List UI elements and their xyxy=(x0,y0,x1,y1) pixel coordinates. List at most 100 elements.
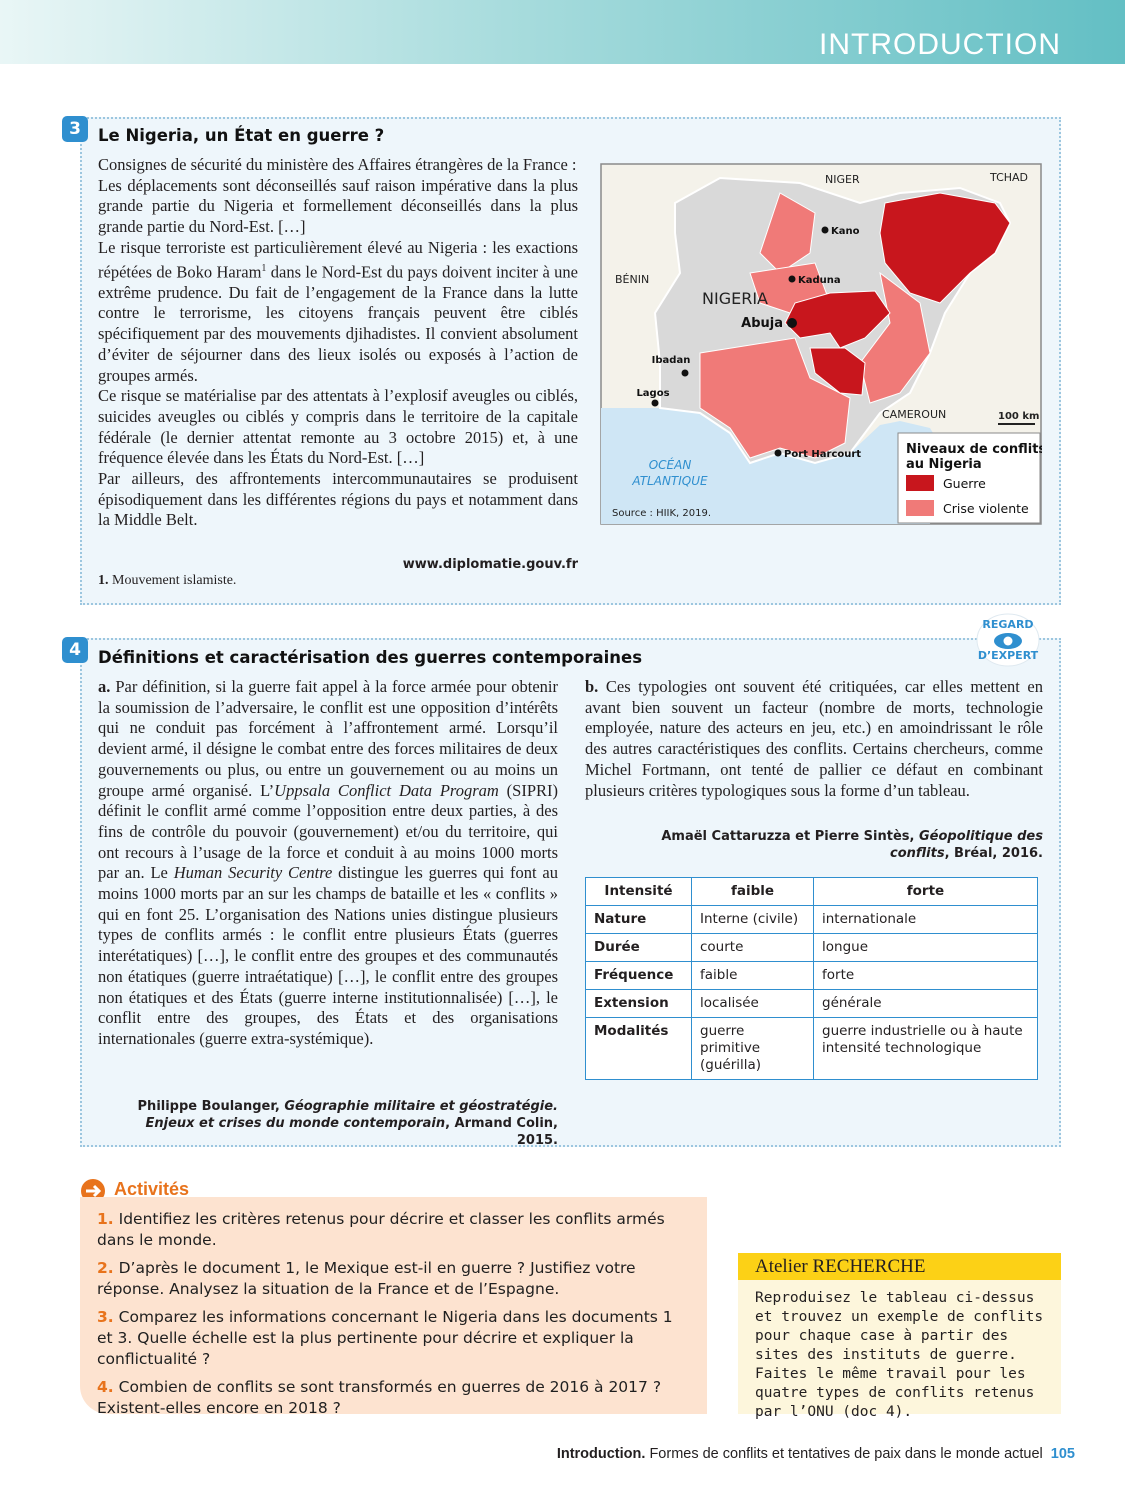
activity-number: 1. xyxy=(97,1210,114,1228)
doc-title: Définitions et caractérisation des guerr… xyxy=(98,648,643,667)
city-dot xyxy=(788,275,796,283)
footer: Introduction. Formes de conflits et tent… xyxy=(557,1446,1075,1462)
doc4-text-b: b. Ces typologies ont souvent été critiq… xyxy=(585,677,1043,801)
table-cell: Extension xyxy=(585,989,692,1018)
icon-arrow xyxy=(86,1184,102,1198)
text-run: Géographie militaire et géostratégie. En… xyxy=(145,1099,558,1131)
text-run: Amaël Cattaruzza et Pierre Sintès, xyxy=(661,829,919,844)
doc-number: 3 xyxy=(62,116,88,142)
region xyxy=(859,271,931,404)
city-label: Abuja xyxy=(741,316,783,331)
footnote-number: 1. xyxy=(98,573,109,588)
region xyxy=(809,347,866,396)
footnote: 1. Mouvement islamiste. xyxy=(98,573,236,589)
activity: 4. Combien de conflits se sont transform… xyxy=(97,1377,693,1419)
text-run: Le risque terroriste est particulièremen… xyxy=(98,237,578,282)
doc3-text: Consignes de sécurité du ministère des A… xyxy=(98,155,578,531)
city-label: Kaduna xyxy=(798,275,841,286)
table-cell: guerre industrielle ou à haute intensité… xyxy=(813,1017,1038,1080)
item-label: a. xyxy=(98,677,111,696)
activities: 1. Identifiez les critères retenus pour … xyxy=(80,1197,707,1417)
doc-number: 4 xyxy=(62,637,88,663)
activity-number: 4. xyxy=(97,1378,114,1396)
legend-swatch xyxy=(906,475,934,491)
text-run: Géopolitique des conflits xyxy=(890,829,1043,861)
table-cell: Fréquence xyxy=(585,961,692,990)
table-cell: courte xyxy=(691,933,814,962)
legend-title: au Nigeria xyxy=(906,457,982,472)
paragraph: b. Ces typologies ont souvent été critiq… xyxy=(585,677,1043,801)
table-cell: Durée xyxy=(585,933,692,962)
table-row: Fréquence faible forte xyxy=(585,961,1038,990)
country-label: TCHAD xyxy=(989,171,1028,184)
activity: 1. Identifiez les critères retenus pour … xyxy=(97,1209,693,1251)
activities-title: Activités xyxy=(114,1179,190,1199)
city-label: Ibadan xyxy=(652,355,691,366)
table-row: Intensité faible forte xyxy=(585,877,1038,906)
legend-swatch xyxy=(906,500,934,516)
table-cell: longue xyxy=(813,933,1038,962)
source: www.diplomatie.gouv.fr xyxy=(402,557,578,572)
legend-label: Guerre xyxy=(943,476,986,491)
scale-label: 100 km xyxy=(998,411,1039,422)
footnote-text: Mouvement islamiste. xyxy=(112,573,237,588)
text-run: , Armand Colin, 2015. xyxy=(445,1116,558,1148)
table-cell: internationale xyxy=(813,905,1038,934)
table-cell: guerre primitive (guérilla) xyxy=(691,1017,814,1080)
city-dot xyxy=(651,399,659,407)
table-cell: faible xyxy=(691,961,814,990)
country-label: NIGER xyxy=(825,173,860,186)
footer-part: Introduction. xyxy=(556,1446,646,1462)
paragraph: a. Par définition, si la guerre fait app… xyxy=(98,677,558,1050)
text-run: Human Security Centre xyxy=(173,863,333,883)
text-run: (SIPRI) définit le conflit armé comme l’… xyxy=(98,780,558,883)
ocean-label: OCÉAN xyxy=(649,457,692,472)
legend-label: Crise violente xyxy=(943,501,1029,516)
city-dot xyxy=(681,369,689,377)
text-run: Par définition, si la guerre fait appel … xyxy=(98,677,558,800)
doc-title: Le Nigeria, un État en guerre ? xyxy=(98,126,385,145)
source: Philippe Boulanger, Géographie militaire… xyxy=(130,1098,558,1149)
table-cell: Nature xyxy=(585,905,692,934)
table-row: Nature Interne (civile) internationale xyxy=(585,905,1038,934)
text-run: Philippe Boulanger, xyxy=(137,1099,285,1114)
atelier-text: Reproduisez le tableau ci-dessus et trou… xyxy=(755,1290,1044,1420)
typology-table: Intensité faible forte Nature Interne (civil… xyxy=(585,877,1038,1080)
city-label: Port Harcourt xyxy=(784,449,861,460)
text-run: dans le Nord-Est du pays doivent inciter… xyxy=(98,262,578,385)
map-source: Source : HIIK, 2019. xyxy=(612,508,711,519)
badge-text: D’EXPERT xyxy=(978,649,1039,662)
doc4-text-a: a. Par définition, si la guerre fait app… xyxy=(98,677,558,1050)
table-header: Intensité xyxy=(585,877,692,906)
footnote-ref: 1 xyxy=(261,262,267,274)
paragraph: Ce risque se matérialise par des attenta… xyxy=(98,386,578,468)
activity-text: Combien de conflits se sont transformés … xyxy=(97,1378,662,1417)
atelier: Atelier RECHERCHE Reproduisez le tableau… xyxy=(738,1253,1061,1420)
badge-text: REGARD xyxy=(982,618,1033,631)
country-label: NIGERIA xyxy=(702,289,768,308)
text-run: Uppsala Conflict Data Program xyxy=(274,780,499,800)
table-row: Modalités guerre primitive (guérilla) guer… xyxy=(585,1017,1038,1080)
text-run: Ces typologies ont souvent été critiquée… xyxy=(585,677,1044,800)
header-band: INTRODUCTION xyxy=(0,0,1125,64)
activity-text: Comparez les informations concernant le … xyxy=(97,1308,673,1368)
ocean-label: ATLANTIQUE xyxy=(631,474,708,488)
paragraph: Par ailleurs, des affrontements intercom… xyxy=(98,469,578,530)
ocean xyxy=(601,408,945,524)
region xyxy=(879,192,1011,304)
page-number: 105 xyxy=(1050,1446,1075,1462)
city-label: Kano xyxy=(831,226,860,237)
paragraph: Les déplacements sont déconseillés sauf … xyxy=(98,175,578,237)
table-cell: localisée xyxy=(691,989,814,1018)
section-title: INTRODUCTION xyxy=(819,28,1061,61)
source: Amaël Cattaruzza et Pierre Sintès, Géopo… xyxy=(620,828,1043,862)
expert-badge: REGARD D’EXPERT xyxy=(976,613,1040,667)
table-cell: Modalités xyxy=(585,1017,692,1080)
city-label: Lagos xyxy=(636,388,669,399)
table-cell: Interne (civile) xyxy=(691,905,814,934)
table-header: forte xyxy=(813,877,1038,906)
table-cell: générale xyxy=(813,989,1038,1018)
table-row: Extension localisée générale xyxy=(585,989,1038,1018)
activity-number: 3. xyxy=(97,1308,114,1326)
